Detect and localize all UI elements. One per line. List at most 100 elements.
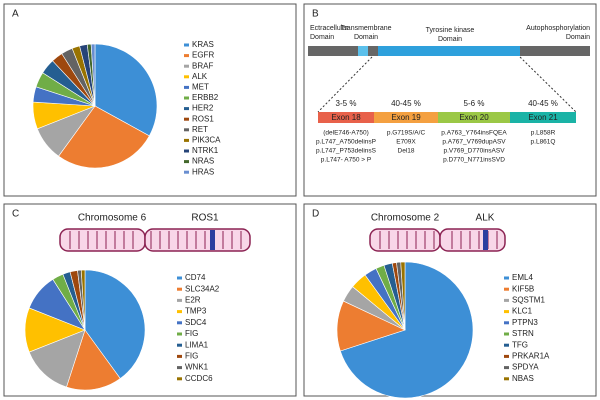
- exon-box: [374, 112, 438, 123]
- legend-swatch: [184, 170, 189, 174]
- panel-frame: [303, 203, 597, 397]
- gene-band: [210, 230, 215, 250]
- legend-label: CD74: [185, 273, 206, 282]
- legend-label: CCDC6: [185, 374, 213, 383]
- legend-swatch: [177, 354, 182, 358]
- mutation: p.A763_Y764insFQEA: [441, 130, 507, 137]
- legend-swatch: [184, 128, 189, 132]
- legend-swatch: [184, 138, 189, 142]
- domain-label: Ectracellular: [310, 25, 349, 32]
- legend-label: HER2: [192, 104, 214, 113]
- exon-percent: 40-45 %: [391, 99, 421, 108]
- chromosome-arm: [144, 228, 251, 252]
- domain-bar: [368, 46, 378, 56]
- legend-swatch: [184, 107, 189, 111]
- pie-slice: [400, 261, 406, 331]
- legend-swatch: [504, 298, 509, 302]
- gene-band: [483, 230, 488, 250]
- legend-swatch: [177, 321, 182, 325]
- mutation: p.D770_N771insSVD: [443, 157, 505, 164]
- legend-label: NRAS: [192, 157, 214, 166]
- legend-swatch: [184, 54, 189, 58]
- chromosome-title: Chromosome 2: [371, 213, 440, 224]
- domain-bar: [308, 46, 358, 56]
- legend-swatch: [177, 377, 182, 381]
- exon-percent: 5-6 %: [464, 99, 485, 108]
- domain-label: Tyrosine kinase: [426, 27, 475, 34]
- zoom-line: [519, 56, 577, 113]
- exon-box: [318, 112, 374, 123]
- domain-label: Domain: [566, 34, 590, 41]
- legend-swatch: [184, 160, 189, 164]
- panel-label: C: [12, 209, 19, 220]
- legend-label: RET: [192, 125, 208, 134]
- legend-swatch: [504, 377, 509, 381]
- legend-swatch: [177, 343, 182, 347]
- pie-slice: [66, 329, 121, 391]
- exon-name: Exon 21: [528, 113, 558, 122]
- mutation: p.L747_P753delinsS: [316, 148, 377, 155]
- legend-swatch: [177, 332, 182, 336]
- legend-swatch: [184, 43, 189, 47]
- mutation: p.L747- A750 > P: [321, 157, 371, 164]
- legend-swatch: [504, 354, 509, 358]
- legend-label: NTRK1: [192, 146, 219, 155]
- legend-swatch: [504, 310, 509, 314]
- domain-bar: [358, 46, 368, 56]
- legend-label: SPDYA: [512, 363, 539, 372]
- exon-percent: 3-5 %: [336, 99, 357, 108]
- legend-label: WNK1: [185, 363, 209, 372]
- mutation: p.L858R: [531, 130, 556, 137]
- legend-swatch: [177, 366, 182, 370]
- pie-slice: [28, 329, 86, 388]
- pie-slice: [80, 269, 86, 331]
- mutation: p.G719S/A/C: [387, 130, 426, 137]
- legend-label: TFG: [512, 340, 528, 349]
- legend-label: EML4: [512, 273, 533, 282]
- domain-label: Autophosphorylation: [526, 25, 590, 32]
- exon-percent: 40-45 %: [528, 99, 558, 108]
- legend-label: SDC4: [185, 318, 207, 327]
- legend-swatch: [177, 276, 182, 280]
- legend-label: SQSTM1: [512, 296, 545, 305]
- legend-swatch: [504, 366, 509, 370]
- legend-swatch: [184, 85, 189, 89]
- legend-swatch: [504, 343, 509, 347]
- legend-swatch: [177, 298, 182, 302]
- mutation: (delE746-A750): [323, 130, 369, 137]
- legend-label: E2R: [185, 296, 201, 305]
- legend-swatch: [504, 287, 509, 291]
- zoom-line: [317, 56, 373, 113]
- legend-label: ROS1: [192, 114, 214, 123]
- pie-slice: [90, 43, 96, 107]
- legend-swatch: [504, 276, 509, 280]
- legend-label: ERBB2: [192, 93, 219, 102]
- exon-name: Exon 18: [331, 113, 361, 122]
- legend-label: EGFR: [192, 51, 214, 60]
- panel-frame: [303, 3, 597, 197]
- gene-title: ALK: [476, 213, 495, 224]
- legend-label: SLC34A2: [185, 284, 220, 293]
- legend-label: FIG: [185, 352, 198, 361]
- panel-label: D: [312, 209, 319, 220]
- panel-label: A: [12, 9, 19, 20]
- legend-label: KRAS: [192, 40, 214, 49]
- exon-box: [510, 112, 576, 123]
- domain-bar: [378, 46, 520, 56]
- panel-label: B: [312, 9, 319, 20]
- legend-swatch: [184, 149, 189, 153]
- legend-swatch: [504, 321, 509, 325]
- legend-swatch: [177, 310, 182, 314]
- domain-label: Transmembrane: [340, 25, 391, 32]
- pie-slice: [58, 105, 150, 169]
- pie-slice: [339, 261, 474, 399]
- legend-label: KIF5B: [512, 284, 534, 293]
- domain-label: Domain: [438, 36, 462, 43]
- domain-label: Domain: [310, 34, 334, 41]
- legend-label: PTPN3: [512, 318, 538, 327]
- mutation: p.A767_V769dupASV: [442, 139, 506, 146]
- legend-label: MET: [192, 83, 209, 92]
- pie-slice: [94, 43, 158, 137]
- legend-label: LIMA1: [185, 340, 209, 349]
